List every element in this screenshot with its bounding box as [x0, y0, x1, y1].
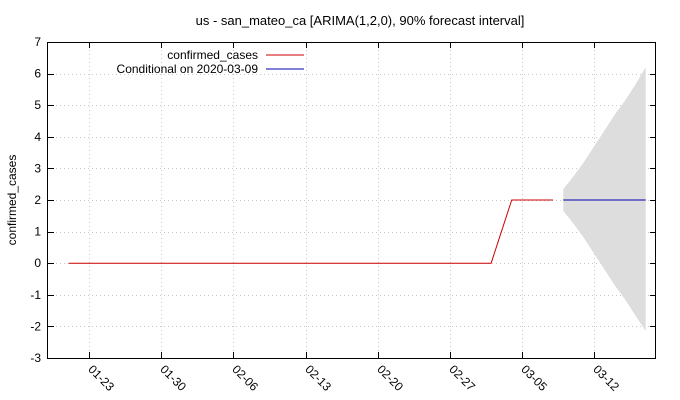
- y-tick-label: 0: [34, 256, 41, 270]
- tick-layer: -3 -2 -1 0 1 2 3 4 5 6 7 01-23 01-30 02-06 02-13 02-20 0…: [30, 35, 656, 394]
- y-tick-label: -2: [30, 319, 41, 333]
- x-tick-label: 03-05: [518, 362, 550, 394]
- y-tick-label: 6: [34, 67, 41, 81]
- chart-title: us - san_mateo_ca [ARIMA(1,2,0), 90% for…: [196, 13, 525, 28]
- y-tick-label: 1: [34, 225, 41, 239]
- x-tick-label: 01-30: [157, 362, 189, 394]
- y-tick-label: 3: [34, 161, 41, 175]
- x-tick-label: 02-27: [446, 362, 478, 394]
- x-tick-label: 02-13: [302, 362, 334, 394]
- y-tick-label: 4: [34, 130, 41, 144]
- y-tick-label: 7: [34, 35, 41, 49]
- series-layer: [68, 199, 646, 264]
- x-tick-label: 02-06: [229, 362, 261, 394]
- y-tick-label: -3: [30, 351, 41, 365]
- x-tick-label: 03-12: [590, 362, 622, 394]
- x-tick-label: 01-23: [85, 362, 117, 394]
- forecast-interval-band: [563, 67, 646, 332]
- y-tick-label: 2: [34, 193, 41, 207]
- forecast-band-layer: [563, 67, 646, 332]
- y-axis-label: confirmed_cases: [5, 155, 19, 246]
- y-tick-label: 5: [34, 98, 41, 112]
- legend-label-confirmed-cases: confirmed_cases: [167, 48, 258, 62]
- y-tick-label: -1: [30, 288, 41, 302]
- x-tick-label: 02-20: [374, 362, 406, 394]
- legend: confirmed_cases Conditional on 2020-03-0…: [117, 48, 304, 76]
- confirmed-cases-line: [68, 199, 553, 264]
- legend-label-conditional: Conditional on 2020-03-09: [117, 62, 259, 76]
